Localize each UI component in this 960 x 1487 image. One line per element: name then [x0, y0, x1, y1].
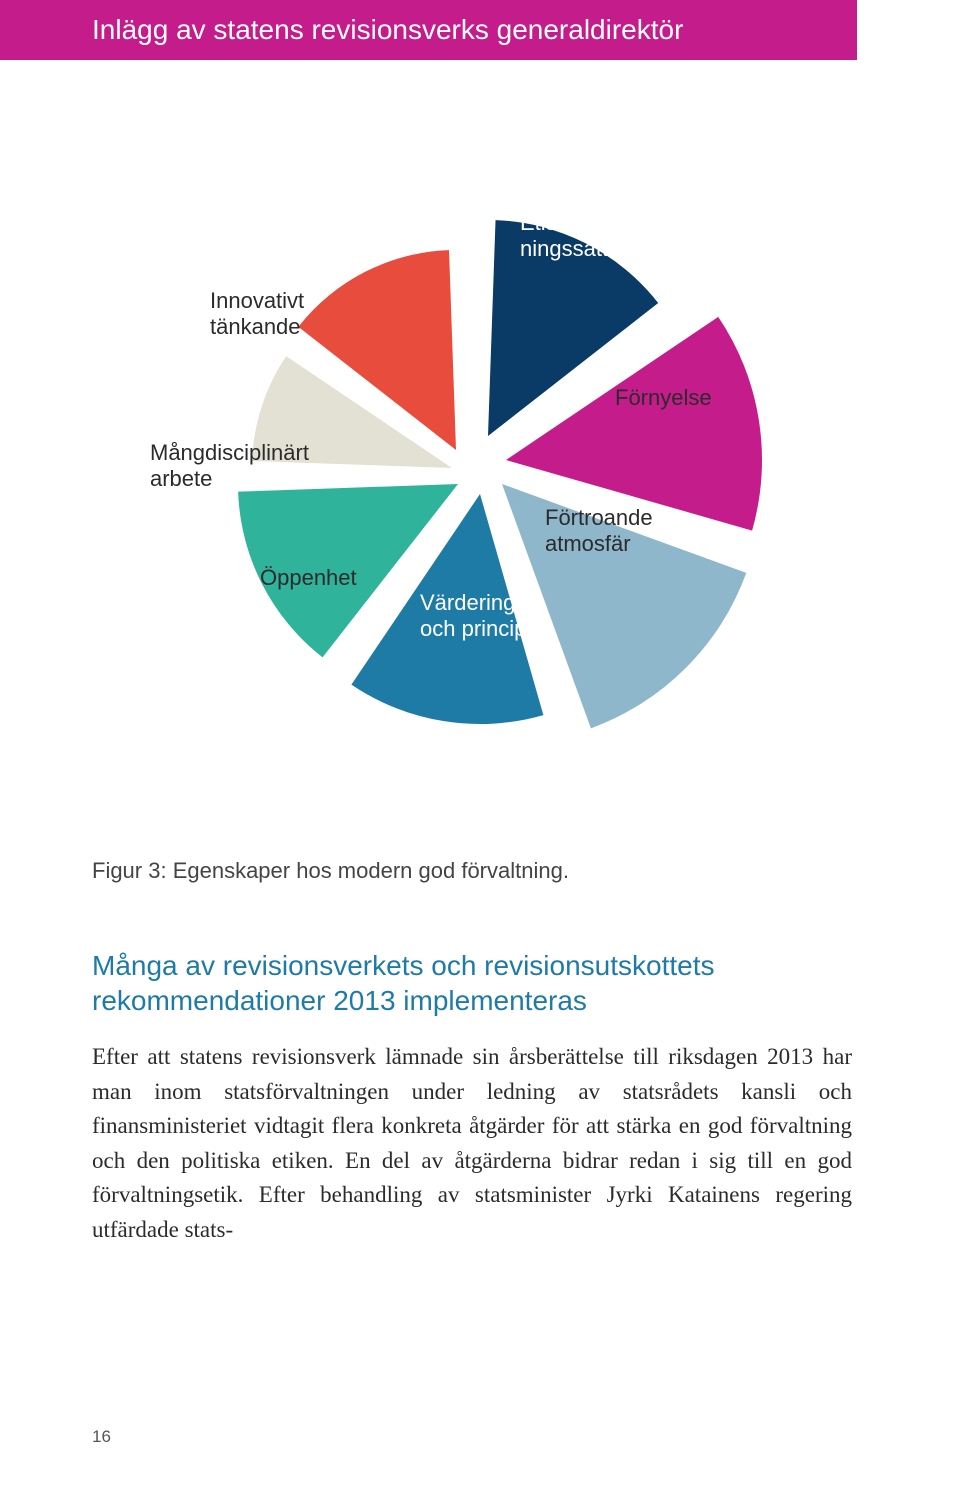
page-header-text: Inlägg av statens revisionsverks general… — [92, 14, 683, 46]
pie-label-varderingar: Värderingaroch principer — [420, 590, 546, 641]
page-header-bar: Inlägg av statens revisionsverks general… — [0, 0, 857, 60]
pie-label-mangdisciplinart: Mångdisciplinärtarbete — [150, 440, 309, 491]
pie-label-oppenhet: Öppenhet — [260, 565, 357, 590]
pie-label-fornyelse: Förnyelse — [615, 385, 712, 410]
body-paragraph: Efter att statens revisionsverk lämnade … — [92, 1040, 852, 1247]
section-subheading: Många av revisionsverkets och revisionsu… — [92, 948, 852, 1018]
governance-pie-chart: Innovativttänkande Etiskt förhåll-ningssä… — [150, 130, 810, 790]
page-number: 16 — [92, 1427, 111, 1447]
figure-caption: Figur 3: Egenskaper hos modern god förva… — [92, 858, 569, 884]
pie-label-etiskt: Etiskt förhåll-ningssätt — [520, 210, 647, 261]
pie-label-innovativt: Innovativttänkande — [210, 288, 304, 339]
